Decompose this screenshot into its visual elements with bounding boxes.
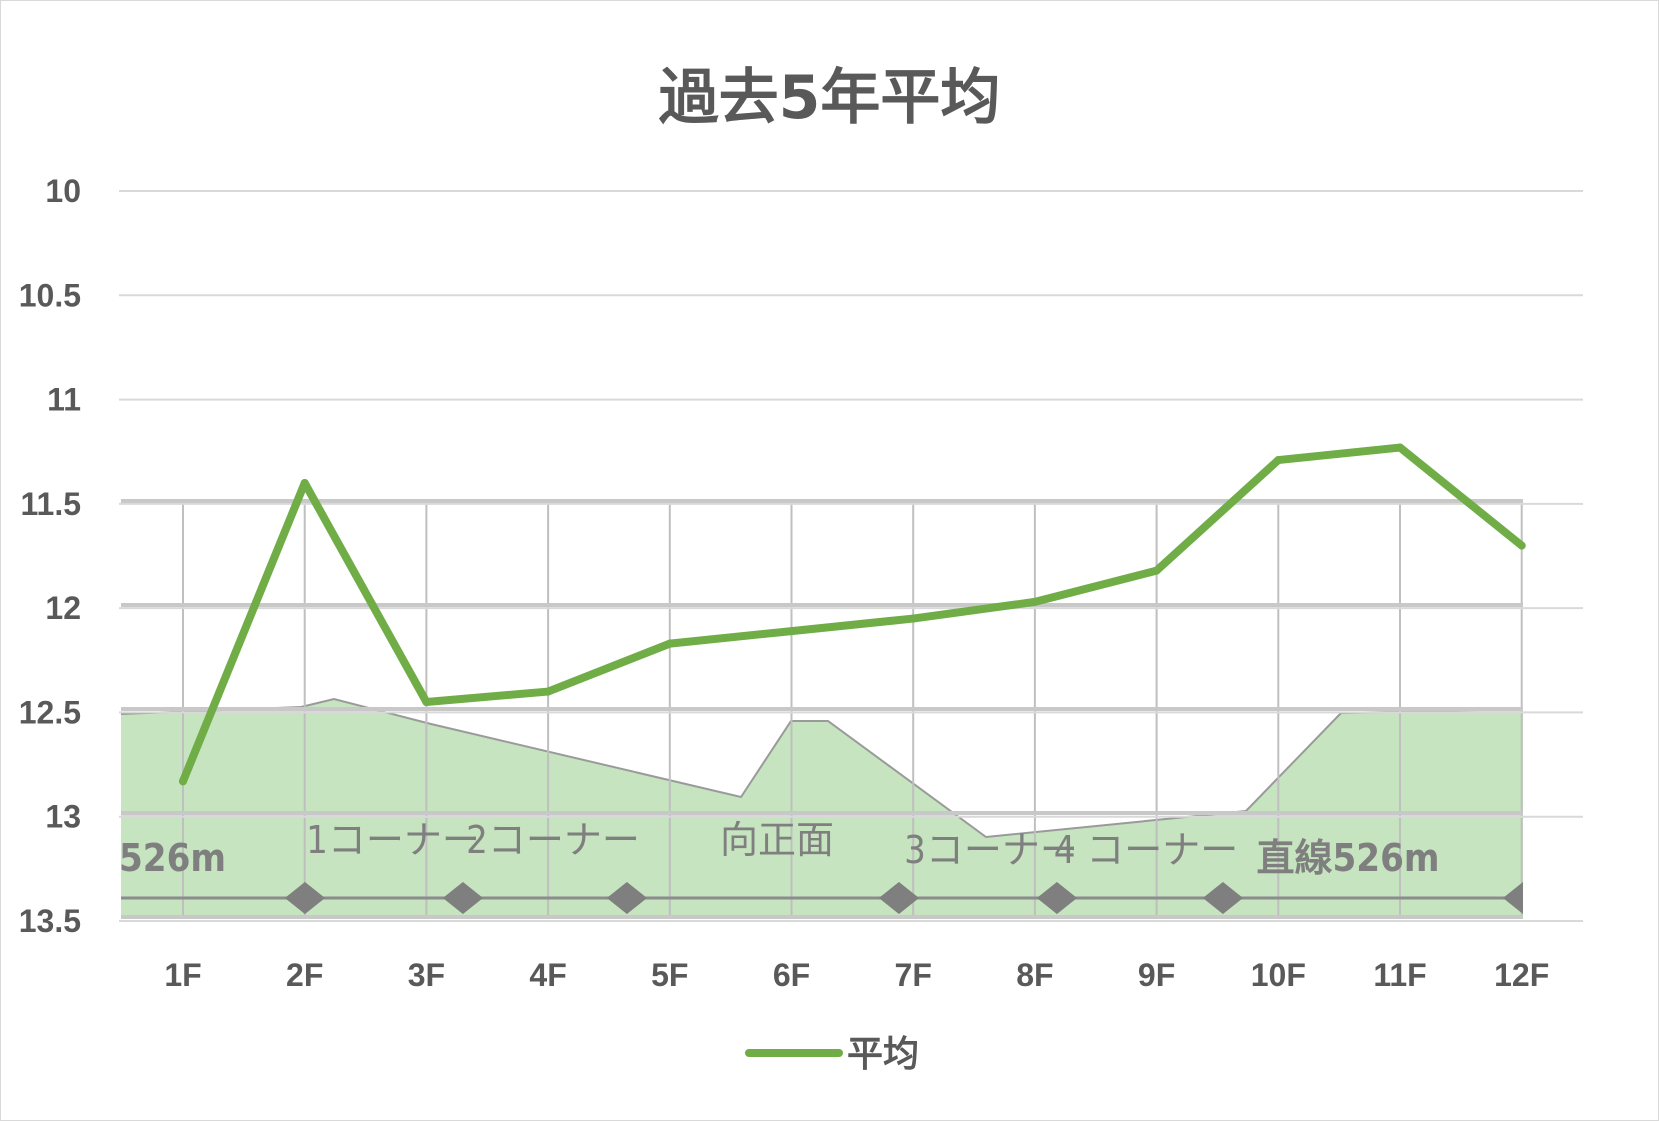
y-tick-label: 13 [45,799,81,835]
data-point [544,687,553,696]
track-arrowhead-join [1203,882,1223,914]
data-point [1274,456,1283,465]
track-arrowhead-right [1503,882,1523,914]
track-section-label: 向正面 [720,818,834,862]
x-tick-label: 2F [286,957,323,993]
x-tick-label: 9F [1138,957,1175,993]
gridlines [119,190,1583,922]
track-arrowhead-left [305,882,325,914]
x-tick-label: 12F [1494,957,1549,993]
legend-label: 平均 [847,1034,919,1075]
track-arrowhead-left [1057,882,1077,914]
data-point [300,479,309,487]
track-elevation-area [121,699,1523,919]
y-tick-label: 10.5 [19,277,81,313]
track-arrowhead-join [285,882,305,914]
data-point [909,614,918,623]
data-point [1152,566,1161,575]
track-arrowhead-join [1037,882,1057,914]
series-layer [179,443,1526,786]
y-tick-label: 10 [45,173,81,209]
x-tick-label: 10F [1251,957,1306,993]
legend: 平均 [745,1034,919,1075]
track-section-label: 3コーナー [904,828,1078,872]
x-tick-label: 7F [895,957,932,993]
x-tick-label: 4F [529,957,566,993]
track-arrowhead-join [879,882,899,914]
x-tick-label: 6F [773,957,810,993]
chart-title: 過去5年平均 [658,63,1001,133]
track-section-label: 1コーナー [306,818,480,862]
x-axis-ticks: 1F 2F 3F 4F 5F 6F 7F 8F 9F 10F 11F 12F [164,957,1549,993]
x-tick-label: 5F [651,957,688,993]
data-point [1396,443,1404,452]
data-point [1030,597,1039,606]
track-arrowhead-join [443,882,463,914]
data-point [422,698,431,706]
y-tick-label: 12.5 [19,694,81,730]
track-arrowhead-left [1223,882,1243,914]
y-tick-label: 12 [45,590,81,626]
x-tick-label: 1F [164,957,201,993]
data-point [787,627,796,636]
y-tick-label: 11.5 [20,486,81,522]
x-tick-label: 11F [1373,957,1426,993]
y-tick-label: 11 [47,382,81,418]
y-tick-label: 13.5 [19,903,81,939]
series-line [179,443,1526,786]
data-point [665,639,674,648]
track-section-label: 526m [119,836,226,880]
track-section-label: 直線526m [1257,836,1440,880]
data-point [179,777,187,786]
track-arrowhead-left [463,882,483,914]
track-section-label: 2コーナー [466,818,640,862]
x-tick-label: 8F [1016,957,1053,993]
track-arrowhead-join [607,882,627,914]
data-point [1517,541,1526,550]
x-tick-label: 3F [408,957,445,993]
track-arrowhead-left [899,882,919,914]
y-axis-ticks: 10 10.5 11 11.5 12 12.5 13 13.5 [19,173,81,939]
track-arrowhead-left [627,882,647,914]
track-section-label: 4 コーナー [1054,828,1239,872]
